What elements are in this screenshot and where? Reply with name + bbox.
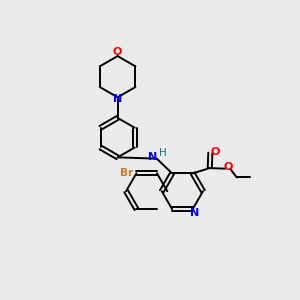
Text: H: H [159,148,167,158]
Text: N: N [190,208,200,218]
Text: O: O [113,47,122,57]
Text: Br: Br [120,168,133,178]
Text: O: O [224,162,233,172]
Text: O: O [211,147,220,157]
Text: N: N [148,152,158,163]
Text: N: N [113,94,122,104]
